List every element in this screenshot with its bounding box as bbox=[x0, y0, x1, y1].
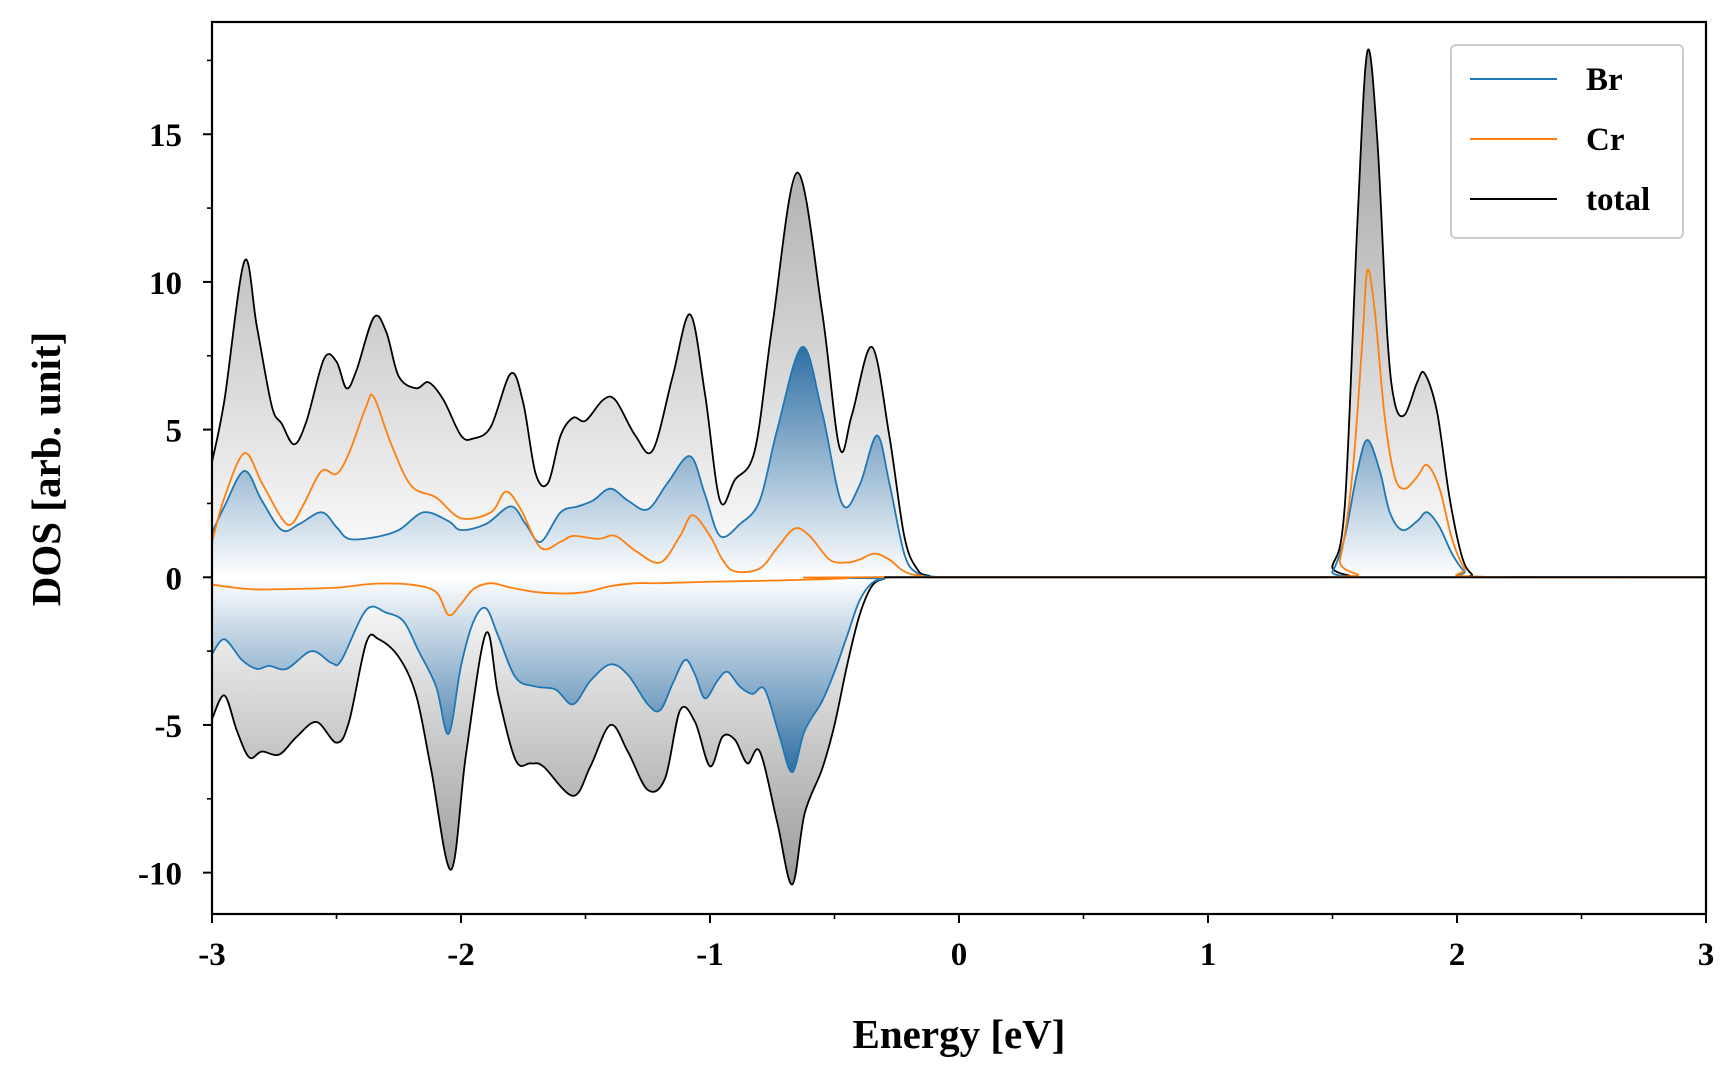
br-down-line bbox=[212, 576, 1706, 774]
legend-label-br: Br bbox=[1586, 62, 1623, 98]
fill-layer bbox=[212, 49, 1706, 885]
legend-box bbox=[1450, 44, 1684, 239]
legend-label-cr: Cr bbox=[1586, 122, 1624, 158]
y-axis: -10 -5 0 5 10 15 bbox=[138, 59, 212, 893]
y-tick-label: 0 bbox=[166, 561, 183, 597]
x-axis-title: Energy [eV] bbox=[853, 1011, 1066, 1057]
total-down-line bbox=[212, 576, 1706, 886]
br-up-line bbox=[212, 346, 1706, 579]
x-tick-label: 3 bbox=[1698, 937, 1715, 973]
legend-label-total: total bbox=[1586, 182, 1650, 218]
y-tick-label: 10 bbox=[149, 266, 182, 302]
x-axis: -3 -2 -1 0 1 2 3 bbox=[198, 914, 1714, 973]
y-tick-label: 15 bbox=[149, 118, 182, 154]
y-tick-label: -5 bbox=[155, 709, 183, 745]
total-up-fill bbox=[212, 49, 1706, 578]
x-tick-label: -3 bbox=[198, 937, 226, 973]
y-tick-label: -10 bbox=[138, 857, 182, 893]
cr-up-line bbox=[212, 268, 1706, 579]
legend: Br Cr total bbox=[1450, 44, 1684, 239]
y-tick-label: 5 bbox=[166, 414, 183, 450]
br-down-fill bbox=[212, 577, 1706, 773]
x-tick-label: 2 bbox=[1449, 937, 1466, 973]
line-layer bbox=[212, 48, 1706, 886]
y-axis-title: DOS [arb. unit] bbox=[23, 332, 69, 607]
x-tick-label: -2 bbox=[447, 937, 475, 973]
cr-down-line bbox=[212, 576, 1706, 617]
x-tick-label: 0 bbox=[951, 937, 968, 973]
x-tick-label: -1 bbox=[696, 937, 724, 973]
br-up-fill bbox=[212, 346, 1706, 578]
x-tick-label: 1 bbox=[1200, 937, 1217, 973]
total-up-line bbox=[212, 48, 1706, 579]
